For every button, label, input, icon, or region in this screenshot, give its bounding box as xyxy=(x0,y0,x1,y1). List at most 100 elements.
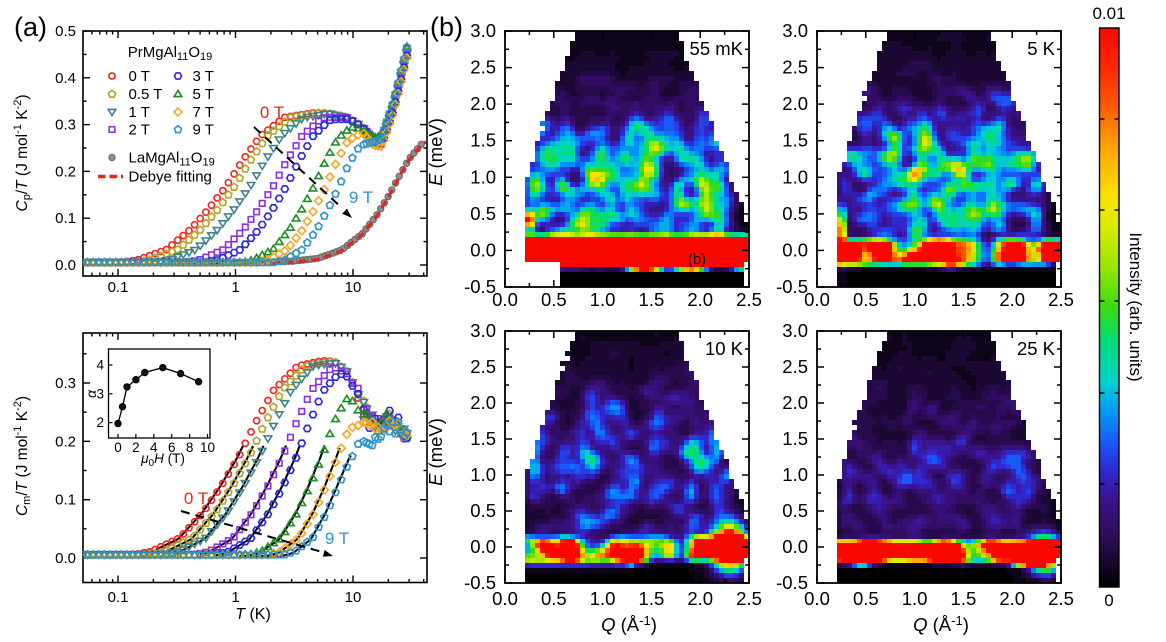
svg-text:E (meV): E (meV) xyxy=(425,418,446,486)
svg-text:10 K: 10 K xyxy=(705,338,744,359)
svg-text:3.0: 3.0 xyxy=(470,20,496,41)
svg-text:1.5: 1.5 xyxy=(951,289,977,310)
svg-text:2.5: 2.5 xyxy=(782,356,808,377)
svg-text:(b): (b) xyxy=(430,12,463,42)
svg-text:0.0: 0.0 xyxy=(492,289,518,310)
svg-text:9 T: 9 T xyxy=(349,188,373,207)
svg-text:2.5: 2.5 xyxy=(782,57,808,78)
svg-text:1.5: 1.5 xyxy=(470,130,496,151)
svg-text:2.0: 2.0 xyxy=(782,93,808,114)
svg-text:0.5: 0.5 xyxy=(853,588,879,609)
svg-text:4: 4 xyxy=(150,440,158,455)
svg-text:1.0: 1.0 xyxy=(902,588,928,609)
svg-text:2.0: 2.0 xyxy=(782,392,808,413)
svg-text:0.5: 0.5 xyxy=(541,588,567,609)
svg-text:1.0: 1.0 xyxy=(470,166,496,187)
svg-text:3.0: 3.0 xyxy=(782,320,808,341)
svg-text:0.0: 0.0 xyxy=(470,239,496,260)
svg-text:1.0: 1.0 xyxy=(590,289,616,310)
svg-text:0.5: 0.5 xyxy=(782,203,808,224)
svg-text:9 T: 9 T xyxy=(193,122,214,139)
svg-text:2.0: 2.0 xyxy=(999,588,1025,609)
svg-text:0.3: 0.3 xyxy=(55,375,76,392)
svg-text:0.5: 0.5 xyxy=(55,23,76,40)
svg-text:0.4: 0.4 xyxy=(55,70,76,87)
svg-text:2.0: 2.0 xyxy=(470,392,496,413)
svg-text:6: 6 xyxy=(168,440,176,455)
svg-text:3.0: 3.0 xyxy=(470,320,496,341)
svg-text:5 K: 5 K xyxy=(1027,38,1055,59)
svg-text:Intensity (arb. units): Intensity (arb. units) xyxy=(1126,232,1145,381)
svg-text:2.0: 2.0 xyxy=(687,588,713,609)
svg-text:3 T: 3 T xyxy=(193,68,214,85)
svg-text:0.1: 0.1 xyxy=(55,492,76,509)
svg-text:2 T: 2 T xyxy=(129,122,150,139)
svg-text:1.5: 1.5 xyxy=(782,130,808,151)
svg-text:2.5: 2.5 xyxy=(470,57,496,78)
svg-text:1.0: 1.0 xyxy=(902,289,928,310)
svg-text:0.0: 0.0 xyxy=(492,588,518,609)
svg-text:10: 10 xyxy=(345,589,362,606)
svg-text:3.0: 3.0 xyxy=(782,20,808,41)
svg-text:0.2: 0.2 xyxy=(55,433,76,450)
svg-text:2: 2 xyxy=(132,440,140,455)
svg-text:0.1: 0.1 xyxy=(55,210,76,227)
svg-text:0.0: 0.0 xyxy=(55,550,76,567)
svg-text:1.5: 1.5 xyxy=(639,588,665,609)
svg-text:0.2: 0.2 xyxy=(55,163,76,180)
svg-text:2: 2 xyxy=(96,415,104,430)
svg-text:0.0: 0.0 xyxy=(804,588,830,609)
svg-text:1.5: 1.5 xyxy=(470,428,496,449)
svg-text:(b): (b) xyxy=(688,251,706,268)
svg-text:2.5: 2.5 xyxy=(1048,289,1074,310)
svg-text:0 T: 0 T xyxy=(129,68,150,85)
svg-text:2.5: 2.5 xyxy=(736,588,762,609)
svg-text:0.5: 0.5 xyxy=(470,203,496,224)
svg-text:-0.5: -0.5 xyxy=(464,572,496,593)
svg-text:2.5: 2.5 xyxy=(736,289,762,310)
svg-text:0.1: 0.1 xyxy=(108,589,129,606)
svg-text:9 T: 9 T xyxy=(325,529,349,548)
svg-text:-0.5: -0.5 xyxy=(776,572,808,593)
svg-text:1: 1 xyxy=(231,589,239,606)
svg-text:1.5: 1.5 xyxy=(951,588,977,609)
svg-text:2.5: 2.5 xyxy=(1048,588,1074,609)
svg-text:1.0: 1.0 xyxy=(470,464,496,485)
svg-text:3: 3 xyxy=(96,386,104,401)
svg-text:0.01: 0.01 xyxy=(1092,4,1125,23)
svg-text:55 mK: 55 mK xyxy=(690,38,744,59)
svg-text:T (K): T (K) xyxy=(235,606,271,623)
svg-text:1.5: 1.5 xyxy=(639,289,665,310)
svg-text:Cm/T (J mol-1 K-2): Cm/T (J mol-1 K-2) xyxy=(12,396,33,516)
svg-text:0.5: 0.5 xyxy=(470,500,496,521)
svg-text:0.5: 0.5 xyxy=(853,289,879,310)
svg-text:1.0: 1.0 xyxy=(782,166,808,187)
svg-text:0.0: 0.0 xyxy=(55,257,76,274)
svg-text:1: 1 xyxy=(231,279,239,296)
svg-text:0: 0 xyxy=(114,440,122,455)
svg-text:4: 4 xyxy=(96,358,104,373)
svg-text:0.1: 0.1 xyxy=(108,279,129,296)
svg-text:0.5 T: 0.5 T xyxy=(129,86,163,103)
svg-text:1.0: 1.0 xyxy=(782,464,808,485)
svg-text:5 T: 5 T xyxy=(193,86,214,103)
svg-text:0 T: 0 T xyxy=(184,489,208,508)
svg-text:0.5: 0.5 xyxy=(782,500,808,521)
svg-text:LaMgAl11O19: LaMgAl11O19 xyxy=(129,150,215,169)
svg-text:2.0: 2.0 xyxy=(999,289,1025,310)
svg-text:-0.5: -0.5 xyxy=(464,276,496,297)
svg-text:0.0: 0.0 xyxy=(782,536,808,557)
svg-text:0 T: 0 T xyxy=(260,103,284,122)
svg-text:α: α xyxy=(83,389,99,398)
svg-text:7 T: 7 T xyxy=(193,104,214,121)
svg-text:1.0: 1.0 xyxy=(590,588,616,609)
svg-text:(a): (a) xyxy=(14,12,47,42)
svg-text:PrMgAl11O19: PrMgAl11O19 xyxy=(128,44,213,63)
svg-text:2.0: 2.0 xyxy=(470,93,496,114)
svg-text:1.5: 1.5 xyxy=(782,428,808,449)
svg-text:0.0: 0.0 xyxy=(470,536,496,557)
svg-text:10: 10 xyxy=(345,279,362,296)
svg-text:2.0: 2.0 xyxy=(687,289,713,310)
svg-text:1 T: 1 T xyxy=(129,104,150,121)
svg-text:μ0H (T): μ0H (T) xyxy=(140,451,185,469)
